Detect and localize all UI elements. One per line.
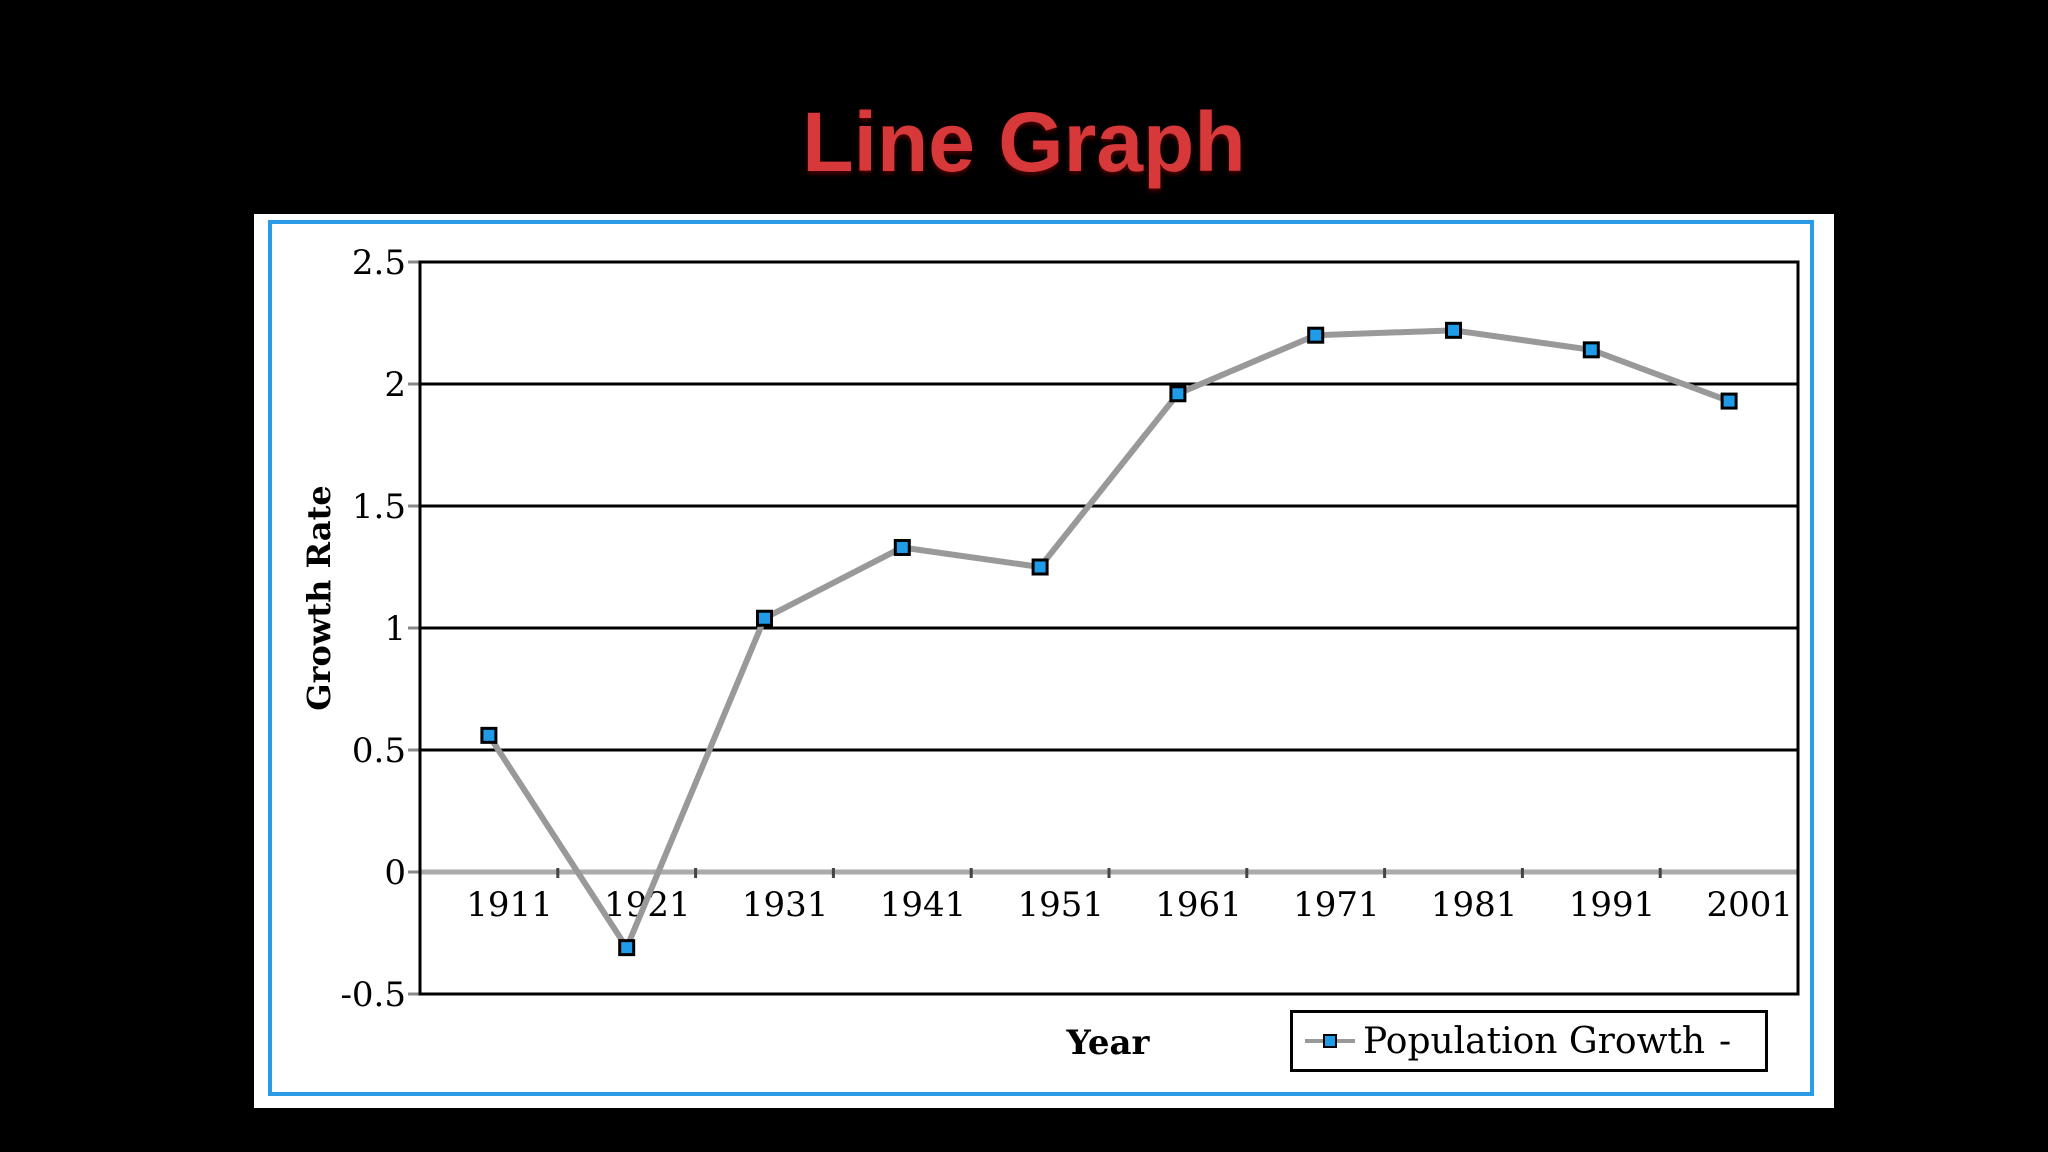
legend-swatch: [1305, 1033, 1355, 1049]
plot-frame: [418, 260, 1800, 996]
y-tick-label: 2: [384, 365, 406, 405]
data-point: [1169, 385, 1187, 403]
data-point: [1307, 326, 1325, 344]
x-tick-label: 1981: [1431, 885, 1518, 925]
y-tick-label: 1.5: [352, 487, 406, 527]
x-tick-label: 1941: [880, 885, 967, 925]
data-point: [1445, 321, 1462, 339]
data-point: [1582, 341, 1600, 359]
x-tick-label: 1961: [1155, 885, 1242, 925]
legend-label: Population Growth: [1363, 1020, 1706, 1062]
chart-legend: Population Growth -: [1290, 1010, 1768, 1072]
y-tick-label: 0: [384, 853, 406, 893]
x-tick-label: 2001: [1707, 885, 1794, 925]
data-point: [893, 538, 911, 556]
y-tick-label: 1: [384, 609, 406, 649]
series-line: [486, 327, 1731, 951]
data-point: [756, 609, 773, 627]
y-tick-label: 0.5: [352, 731, 406, 771]
x-tick-label: 1951: [1018, 885, 1105, 925]
x-axis-label: Year: [1066, 1023, 1151, 1063]
chart-frame: [268, 220, 1814, 1096]
data-point: [480, 726, 498, 744]
y-axis-label: Growth Rate: [300, 485, 338, 710]
y-tick-label: -0.5: [340, 975, 406, 1015]
data-point: [618, 939, 636, 957]
slide-title: Line Graph: [802, 95, 1246, 189]
x-tick-label: 1931: [742, 885, 829, 925]
x-tick-label: 1991: [1569, 885, 1656, 925]
data-point: [1031, 558, 1049, 576]
x-tick-label: 1911: [466, 885, 553, 925]
legend-dash: -: [1719, 1020, 1732, 1062]
y-tick-label: 2.5: [352, 243, 406, 283]
chart-panel: 2.5 2 1.5 1 0.5 0 -0.5 1911 1921 1931 1941 1951 1961…: [254, 214, 1834, 1108]
data-point: [1720, 392, 1738, 410]
x-tick-label: 1971: [1293, 885, 1380, 925]
